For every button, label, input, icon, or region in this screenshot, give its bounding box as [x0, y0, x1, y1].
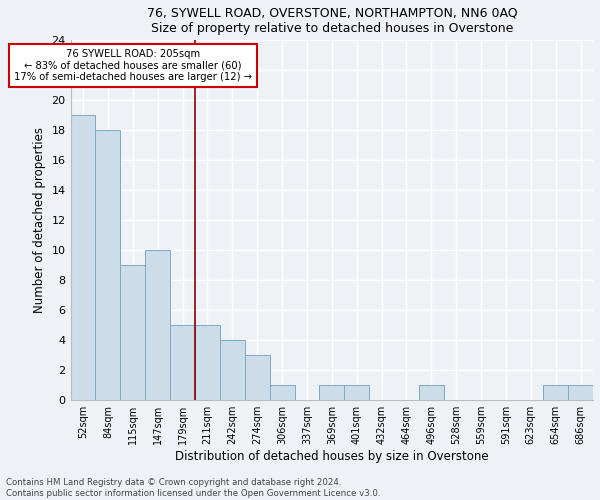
X-axis label: Distribution of detached houses by size in Overstone: Distribution of detached houses by size … — [175, 450, 488, 463]
Bar — [269, 386, 295, 400]
Bar — [95, 130, 121, 400]
Bar — [245, 356, 269, 401]
Bar — [419, 386, 444, 400]
Bar — [71, 116, 95, 401]
Bar — [568, 386, 593, 400]
Text: Contains HM Land Registry data © Crown copyright and database right 2024.
Contai: Contains HM Land Registry data © Crown c… — [6, 478, 380, 498]
Bar — [344, 386, 369, 400]
Title: 76, SYWELL ROAD, OVERSTONE, NORTHAMPTON, NN6 0AQ
Size of property relative to de: 76, SYWELL ROAD, OVERSTONE, NORTHAMPTON,… — [146, 7, 517, 35]
Bar — [121, 266, 145, 400]
Bar — [195, 326, 220, 400]
Y-axis label: Number of detached properties: Number of detached properties — [33, 128, 46, 314]
Bar — [145, 250, 170, 400]
Text: 76 SYWELL ROAD: 205sqm
← 83% of detached houses are smaller (60)
17% of semi-det: 76 SYWELL ROAD: 205sqm ← 83% of detached… — [14, 49, 252, 82]
Bar — [319, 386, 344, 400]
Bar — [220, 340, 245, 400]
Bar — [170, 326, 195, 400]
Bar — [543, 386, 568, 400]
